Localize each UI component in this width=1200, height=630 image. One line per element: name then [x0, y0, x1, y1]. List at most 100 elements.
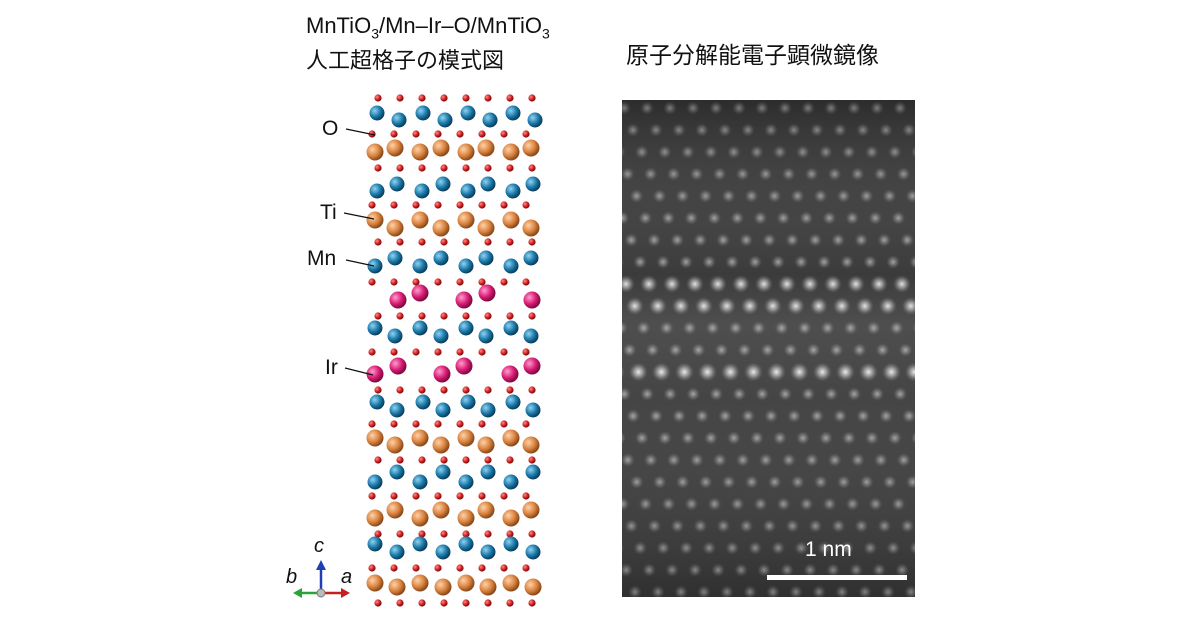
oxygen-atom: [484, 94, 492, 102]
oxygen-atom: [418, 238, 426, 246]
oxygen-atom: [412, 492, 420, 500]
oxygen-atom: [390, 278, 398, 286]
iridium-atom: [455, 291, 473, 309]
oxygen-atom: [484, 530, 492, 538]
manganese-atom: [415, 394, 431, 410]
manganese-atom: [525, 544, 541, 560]
oxygen-atom: [396, 164, 404, 172]
oxygen-atom: [506, 386, 514, 394]
oxygen-atom: [418, 164, 426, 172]
manganese-atom: [433, 250, 449, 266]
oxygen-atom: [484, 312, 492, 320]
oxygen-atom: [478, 130, 486, 138]
iridium-atom: [478, 284, 496, 302]
titanium-atom: [386, 501, 404, 519]
titanium-atom: [522, 436, 540, 454]
formula-part-2: /Mn–Ir–O/MnTiO: [378, 13, 542, 38]
manganese-atom: [435, 464, 451, 480]
oxygen-atom: [484, 238, 492, 246]
manganese-atom: [437, 112, 453, 128]
oxygen-atom: [434, 130, 442, 138]
manganese-atom: [387, 328, 403, 344]
label-leader-lines: [343, 128, 376, 376]
manganese-atom: [367, 320, 383, 336]
oxygen-atom: [368, 201, 376, 209]
oxygen-atom: [368, 348, 376, 356]
manganese-atom: [478, 328, 494, 344]
oxygen-atom: [396, 238, 404, 246]
stem-micrograph: [622, 100, 915, 597]
titanium-atom: [502, 211, 520, 229]
structure-model-title-caption: 人工超格子の模式図: [306, 48, 505, 74]
oxygen-atom: [434, 420, 442, 428]
oxygen-atom: [478, 201, 486, 209]
iridium-label: Ir: [325, 356, 338, 379]
titanium-atom: [502, 574, 520, 592]
oxygen-atom: [440, 456, 448, 464]
iridium-atom: [523, 291, 541, 309]
scale-bar: [767, 575, 907, 580]
oxygen-atom: [374, 530, 382, 538]
oxygen-atom: [412, 278, 420, 286]
oxygen-atom: [506, 164, 514, 172]
manganese-atom: [480, 402, 496, 418]
oxygen-atom: [456, 564, 464, 572]
oxygen-atom: [456, 348, 464, 356]
oxygen-atom: [440, 386, 448, 394]
oxygen-atom: [462, 599, 470, 607]
manganese-atom: [460, 183, 476, 199]
iridium-atom: [411, 284, 429, 302]
oxygen-atom: [528, 386, 536, 394]
iridium-atom: [455, 357, 473, 375]
titanium-atom: [366, 509, 384, 527]
oxygen-atom: [374, 94, 382, 102]
manganese-atom: [458, 320, 474, 336]
oxygen-atom: [418, 94, 426, 102]
oxygen-atom: [456, 278, 464, 286]
oxygen-atom: [484, 456, 492, 464]
oxygen-atom: [440, 94, 448, 102]
manganese-atom: [505, 394, 521, 410]
manganese-atom: [478, 250, 494, 266]
oxygen-atom: [506, 94, 514, 102]
oxygen-atom: [374, 164, 382, 172]
ti-leader-line: [343, 212, 375, 220]
formula-part-1: MnTiO: [306, 13, 372, 38]
atom-lattice: [366, 94, 543, 607]
oxygen-atom: [374, 312, 382, 320]
titanium-atom: [411, 429, 429, 447]
oxygen-atom: [396, 386, 404, 394]
stem-image-title: 原子分解能電子顕微鏡像: [626, 42, 879, 68]
manganese-atom: [482, 112, 498, 128]
titanium-atom: [366, 143, 384, 161]
titanium-atom: [477, 436, 495, 454]
titanium-atom: [457, 574, 475, 592]
formula-subscript-2: 3: [541, 25, 550, 42]
oxygen-atom: [374, 456, 382, 464]
oxygen-atom: [462, 530, 470, 538]
titanium-atom: [366, 574, 384, 592]
stem-shading: [622, 100, 915, 597]
titanium-atom: [502, 429, 520, 447]
oxygen-atom: [484, 164, 492, 172]
titanium-atom: [411, 143, 429, 161]
manganese-atom: [391, 112, 407, 128]
oxygen-atom: [484, 599, 492, 607]
oxygen-atom: [434, 348, 442, 356]
oxygen-atom: [522, 420, 530, 428]
oxygen-atom: [440, 238, 448, 246]
oxygen-atom: [500, 278, 508, 286]
manganese-atom: [503, 320, 519, 336]
titanium-atom: [524, 578, 542, 596]
titanium-atom: [411, 509, 429, 527]
oxygen-atom: [418, 312, 426, 320]
oxygen-atom: [522, 564, 530, 572]
manganese-atom: [460, 394, 476, 410]
oxygen-atom: [390, 201, 398, 209]
oxygen-atom: [506, 238, 514, 246]
oxygen-atom: [390, 348, 398, 356]
manganese-atom: [367, 258, 383, 274]
axis-origin: [316, 588, 326, 598]
manganese-atom: [523, 250, 539, 266]
manganese-atom: [458, 258, 474, 274]
